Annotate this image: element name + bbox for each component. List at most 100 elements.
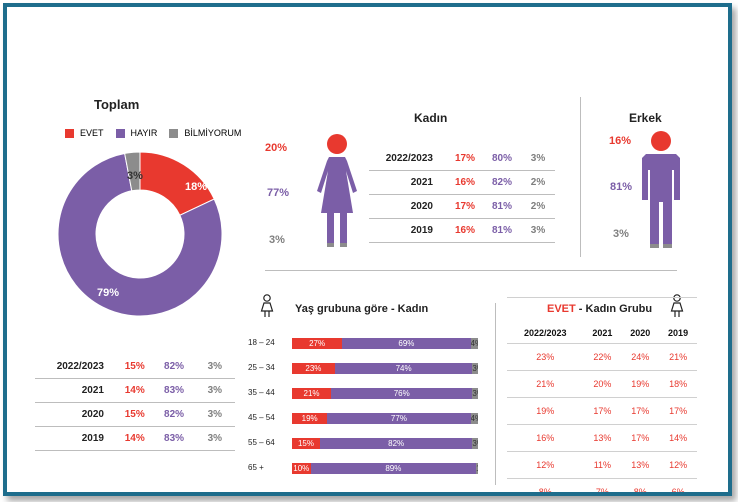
evet-kadin-cell: 12% [659, 451, 697, 479]
hayir-cell: 82% [153, 355, 195, 379]
evet-kadin-cell: 12% [507, 451, 584, 479]
legend-label-evet: EVET [80, 128, 104, 138]
age-bar-segment-hayir: 74% [334, 363, 473, 374]
evet-kadin-row: 8% 7% 8% 6% [507, 478, 697, 492]
toplam-table-row: 2020 15% 82% 3% [35, 402, 235, 427]
year-cell: 2019 [35, 426, 116, 451]
hayir-cell: 81% [483, 194, 521, 219]
year-cell: 2021 [35, 378, 116, 403]
evet-kadin-cell: 19% [507, 397, 584, 425]
erkek-evet-value: 16% [609, 135, 632, 147]
evet-kadin-cell: 7% [583, 478, 622, 492]
dashboard-frame: Toplam EVET HAYIR BİLMİYORUM 18% 79% 3% … [3, 3, 732, 496]
evet-kadin-cell: 23% [507, 343, 584, 371]
evet-cell: 15% [115, 355, 154, 379]
evet-cell: 14% [115, 378, 154, 403]
kadin-table-row: 2022/2023 17% 80% 3% [369, 147, 555, 171]
evet-kadin-cell: 8% [621, 478, 660, 492]
evet-kadin-header: 2021 [583, 323, 622, 344]
age-bar-segment-evet: 10% [292, 463, 311, 474]
evet-kadin-row: 19% 17% 17% 17% [507, 397, 697, 425]
toplam-table-row: 2019 14% 83% 3% [35, 426, 235, 451]
evet-kadin-cell: 17% [621, 397, 660, 425]
donut-label-evet: 18% [185, 181, 207, 193]
evet-kadin-table: 2022/2023 2021 2020 2019 23% 22% 24% 21% 21%… [507, 323, 697, 492]
evet-cell: 17% [447, 147, 483, 171]
evet-kadin-cell: 17% [659, 397, 697, 425]
evet-kadin-cell: 22% [583, 343, 622, 371]
hayir-cell: 82% [153, 402, 195, 427]
bilmiyorum-cell: 3% [194, 355, 235, 379]
age-bar-segment-evet: 23% [292, 363, 335, 374]
toplam-title: Toplam [94, 97, 140, 112]
age-bar-segment-hayir: 89% [310, 463, 477, 474]
age-bar-segment-bilmiyorum: 4% [470, 413, 478, 424]
evet-cell: 16% [447, 170, 483, 195]
donut-label-bilmiyorum: 3% [127, 170, 143, 182]
divider-vertical-2 [495, 303, 496, 485]
kadin-table-row: 2019 16% 81% 3% [369, 218, 555, 243]
legend-label-bilmiyorum: BİLMİYORUM [184, 128, 242, 138]
age-bar: 15%82%3% [292, 438, 478, 449]
age-bar-segment-hayir: 69% [342, 338, 471, 349]
hayir-cell: 81% [483, 218, 521, 243]
hayir-cell: 83% [153, 426, 195, 451]
evet-kadin-title: EVET - Kadın Grubu [547, 303, 652, 315]
age-bar: 21%76%3% [292, 388, 478, 399]
bilmiyorum-cell: 2% [521, 170, 555, 195]
legend-label-hayir: HAYIR [130, 128, 158, 138]
evet-kadin-header: 2020 [621, 323, 660, 344]
woman-outline-icon-2 [670, 294, 684, 317]
erkek-hayir-value: 81% [610, 181, 633, 193]
year-cell: 2022/2023 [369, 147, 447, 171]
man-figure-icon [642, 131, 680, 248]
yas-title: Yaş grubuna göre - Kadın [295, 303, 429, 315]
year-cell: 2022/2023 [35, 355, 116, 379]
age-label: 55 – 64 [248, 438, 275, 447]
age-label: 18 – 24 [248, 338, 275, 347]
evet-cell: 15% [115, 402, 154, 427]
kadin-evet-value: 20% [265, 142, 288, 154]
age-bar-segment-evet: 15% [292, 438, 320, 449]
age-bar: 23%74%3% [292, 363, 478, 374]
hayir-cell: 80% [483, 147, 521, 171]
evet-kadin-cell: 6% [659, 478, 697, 492]
age-label: 45 – 54 [248, 413, 275, 422]
year-cell: 2021 [369, 170, 447, 195]
evet-kadin-cell: 24% [621, 343, 660, 371]
toplam-table: 2022/2023 15% 82% 3% 2021 14% 83% 3% 2020 15% 82% 3… [35, 355, 235, 451]
age-bar: 19%77%4% [292, 413, 478, 424]
legend-swatch-evet [65, 128, 74, 138]
age-bar-segment-bilmiyorum: 3% [472, 388, 478, 399]
evet-kadin-row: 12% 11% 13% 12% [507, 451, 697, 479]
kadin-title: Kadın [414, 111, 448, 125]
bilmiyorum-cell: 3% [194, 426, 235, 451]
evet-cell: 14% [115, 426, 154, 451]
evet-kadin-cell: 13% [583, 424, 622, 452]
year-cell: 2019 [369, 218, 447, 243]
donut-slice-hayir [57, 152, 223, 317]
age-bar-segment-bilmiyorum: 1% [476, 463, 478, 474]
evet-kadin-cell: 21% [507, 370, 584, 398]
age-bar: 27%69%4% [292, 338, 478, 349]
age-label: 65 + [248, 463, 264, 472]
legend-swatch-hayir [115, 128, 125, 138]
hayir-cell: 82% [483, 170, 521, 195]
evet-kadin-title-evet: EVET [547, 303, 576, 315]
evet-kadin-row: 23% 22% 24% 21% [507, 343, 697, 371]
evet-kadin-cell: 21% [659, 343, 697, 371]
bilmiyorum-cell: 3% [521, 147, 555, 171]
age-bar-segment-hayir: 82% [319, 438, 473, 449]
erkek-bilmiyorum-value: 3% [613, 228, 629, 240]
evet-kadin-top-rule [507, 297, 697, 298]
evet-kadin-row: 16% 13% 17% 14% [507, 424, 697, 452]
bilmiyorum-cell: 2% [521, 194, 555, 219]
kadin-table-row: 2021 16% 82% 2% [369, 170, 555, 195]
age-bar-segment-hayir: 77% [327, 413, 471, 424]
legend-item-bilmiyorum: BİLMİYORUM [169, 128, 241, 138]
legend-item-hayir: HAYIR [115, 128, 158, 138]
bilmiyorum-cell: 3% [521, 218, 555, 243]
evet-kadin-cell: 13% [621, 451, 660, 479]
divider-horizontal [265, 270, 677, 271]
woman-figure-icon [317, 134, 357, 247]
